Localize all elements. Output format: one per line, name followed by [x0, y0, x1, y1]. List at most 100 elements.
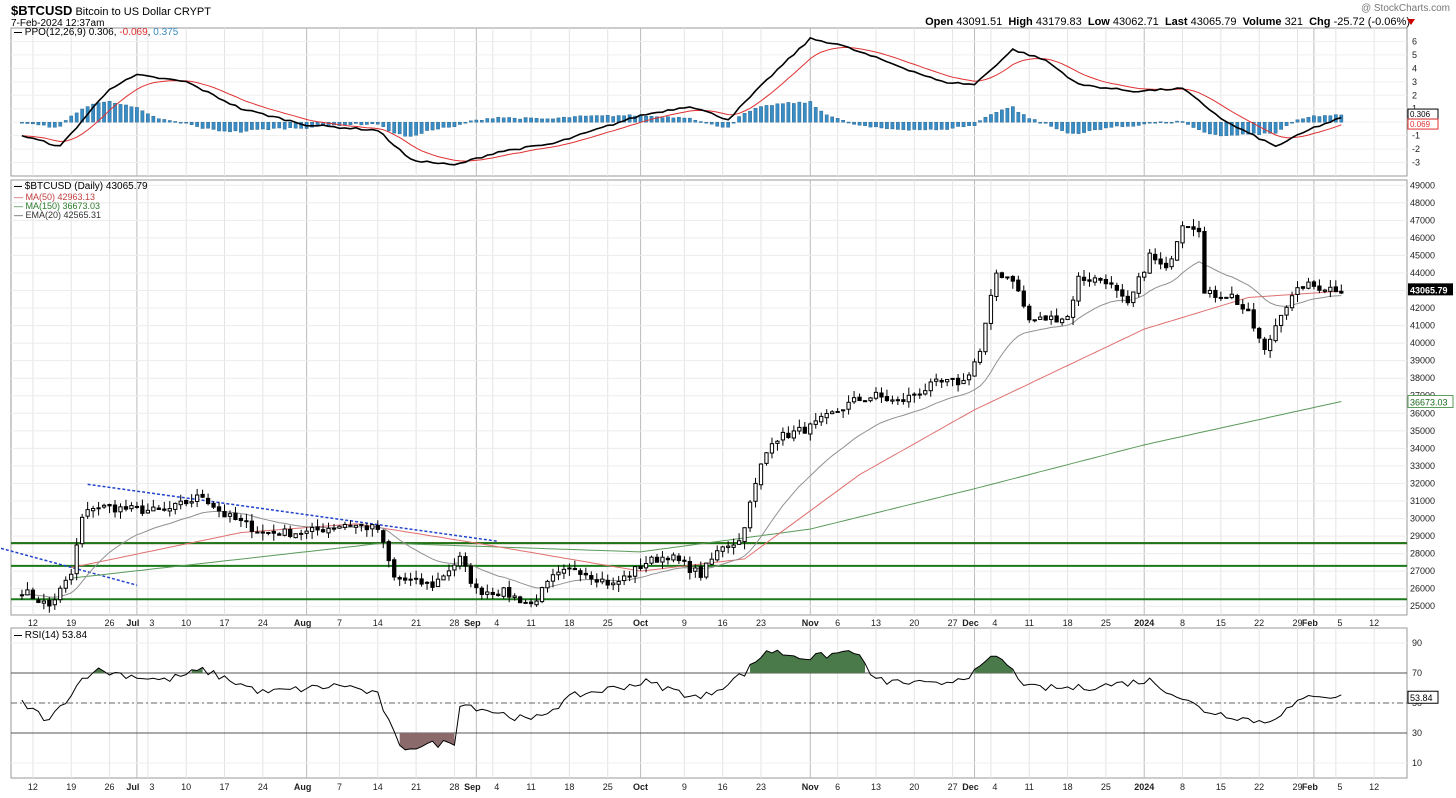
candle-body-232	[1289, 295, 1295, 309]
x-tick-label-32: 2024	[1134, 618, 1154, 628]
ppo-hist-bar-227	[1262, 121, 1267, 134]
ppo-hist-bar-27	[167, 120, 172, 123]
price-tick-33000: 33000	[1410, 461, 1435, 471]
ma150-line	[71, 401, 1342, 579]
ppo-hist-bar-100	[567, 117, 572, 123]
candle-body-165	[923, 390, 928, 395]
candle-body-206	[1147, 252, 1152, 274]
x-tick-label-29: 11	[1025, 618, 1034, 628]
x-tick-label-8: Aug	[294, 618, 312, 628]
ppo-signal-badge: 0.069	[1410, 120, 1431, 129]
candle-body-160	[895, 399, 901, 402]
rsi-legend-swatch	[14, 634, 22, 636]
ppo-hist-bar-21	[135, 107, 139, 123]
candle-body-237	[1317, 285, 1322, 291]
ppo-hist-bar-141	[792, 103, 796, 123]
candle-body-205	[1142, 271, 1147, 278]
candle-body-201	[1120, 289, 1125, 297]
candle-body-65	[375, 524, 380, 530]
candle-body-224	[1246, 308, 1251, 312]
ppo-signal-badge-bg	[1407, 118, 1439, 130]
candle-body-218	[1213, 289, 1218, 298]
x-tick-label-38: 5	[1337, 618, 1342, 628]
ppo-hist-bar-148	[830, 116, 835, 123]
ppo-hist-bar-136	[764, 105, 769, 123]
ppo-hist-bar-230	[1279, 121, 1283, 130]
ppo-hist-bar-31	[189, 121, 194, 125]
ppo-hist-bar-217	[1208, 121, 1212, 135]
volume-label: Volume	[1242, 16, 1282, 28]
ppo-hist-bar-171	[956, 121, 960, 127]
ppo-hist-bar-179	[1000, 109, 1004, 123]
candle-body-167	[934, 378, 939, 382]
x-tick-label-bottom-16: 18	[564, 782, 574, 792]
x-tick-label-bottom-19: 9	[682, 782, 687, 792]
candle-body-50	[293, 533, 298, 539]
candle-body-17	[112, 504, 118, 513]
candle-body-124	[698, 566, 703, 578]
ppo-hist-bar-219	[1219, 121, 1223, 137]
candle-body-135	[758, 463, 764, 486]
candle-body-43	[255, 531, 260, 534]
ppo-hist-bar-215	[1197, 121, 1201, 130]
x-tick-label-21: 23	[756, 618, 766, 628]
x-tick-label-6: 17	[219, 618, 229, 628]
candle-body-13	[90, 508, 96, 512]
ppo-hist-bar-213	[1186, 121, 1190, 125]
candle-body-196	[1092, 277, 1098, 283]
x-tick-label-39: 12	[1369, 618, 1379, 628]
candle-body-58	[337, 525, 342, 529]
ppo-hist-bar-221	[1229, 121, 1234, 136]
ppo-hist-bar-183	[1021, 114, 1026, 123]
candle-body-20	[129, 505, 134, 510]
candle-body-47	[277, 533, 282, 536]
x-tick-label-7: 24	[258, 618, 268, 628]
candle-body-187	[1043, 315, 1048, 321]
candle-body-24	[151, 506, 156, 512]
candle-body-208	[1158, 258, 1163, 265]
ppo-hist-bar-159	[890, 121, 895, 130]
candle-body-75	[430, 581, 435, 588]
x-tick-label-bottom-26: 27	[948, 782, 958, 792]
candle-body-148	[830, 411, 835, 415]
candle-body-238	[1322, 289, 1328, 292]
price-tick-45000: 45000	[1410, 250, 1435, 260]
candle-body-184	[1027, 305, 1032, 321]
ppo-hist-bar-69	[397, 121, 402, 135]
candle-body-138	[775, 440, 780, 444]
x-tick-label-33: 8	[1180, 618, 1185, 628]
candle-body-131	[736, 540, 742, 545]
ppo-hist-bar-238	[1323, 115, 1327, 123]
candle-body-112	[632, 566, 638, 577]
ppo-hist-bar-127	[715, 121, 720, 127]
ppo-hist-bar-186	[1038, 121, 1043, 124]
candle-body-233	[1295, 287, 1300, 295]
candle-body-155	[868, 397, 873, 402]
ppo-hist-bar-39	[233, 121, 238, 132]
candle-body-161	[901, 399, 906, 402]
candle-body-166	[928, 381, 933, 392]
ppo-hist-bar-188	[1049, 121, 1053, 127]
ppo-hist-bar-95	[540, 118, 544, 123]
ppo-hist-bar-81	[463, 121, 468, 124]
candle-body-150	[840, 409, 846, 412]
price-tick-48000: 48000	[1410, 198, 1435, 208]
candle-body-202	[1125, 295, 1130, 304]
ppo-legend-swatch	[14, 31, 22, 33]
candle-body-190	[1059, 318, 1065, 324]
ppo-hist-bar-72	[414, 121, 418, 136]
candle-body-203	[1131, 291, 1136, 304]
candle-body-180	[1005, 276, 1010, 279]
candle-body-125	[704, 562, 709, 578]
ppo-comma-2: ,	[147, 27, 154, 38]
x-tick-label-bottom-15: 11	[526, 782, 535, 792]
candle-body-197	[1098, 277, 1103, 281]
candle-body-230	[1278, 314, 1284, 326]
x-tick-label-9: 7	[337, 618, 342, 628]
candle-body-213	[1185, 226, 1191, 229]
open-label: Open	[925, 16, 954, 28]
candle-body-222	[1235, 295, 1240, 305]
ppo-hist-bar-119	[671, 117, 676, 123]
ppo-hist-bar-225	[1251, 121, 1256, 134]
candle-body-231	[1284, 306, 1289, 316]
